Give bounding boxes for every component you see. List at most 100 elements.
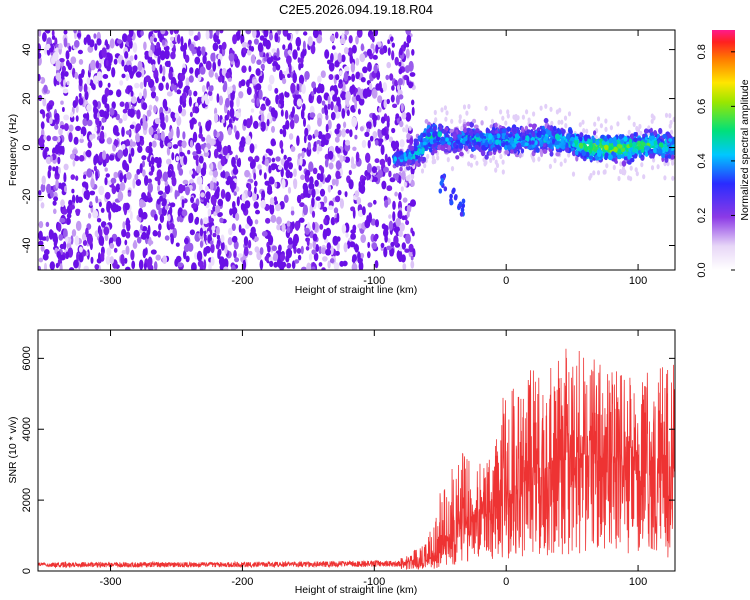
y-tick-label: -20 (21, 189, 33, 205)
noise-speckle (279, 69, 283, 81)
noise-speckle (375, 44, 379, 54)
noise-speckle (290, 111, 295, 118)
noise-speckle (229, 107, 235, 119)
colorbar-label: Normalized spectral amplitude (739, 79, 750, 220)
noise-speckle (241, 192, 246, 203)
noise-speckle (386, 120, 390, 128)
signal-cell (601, 140, 606, 146)
noise-speckle (248, 239, 252, 249)
noise-speckle (83, 83, 88, 94)
noise-speckle (254, 180, 258, 187)
noise-speckle (209, 240, 214, 246)
signal-cell (422, 132, 427, 138)
noise-speckle (212, 42, 219, 52)
noise-speckle (179, 151, 184, 157)
signal-cell (661, 147, 666, 153)
noise-speckle (169, 202, 176, 208)
noise-speckle (343, 47, 349, 54)
noise-speckle (334, 60, 340, 68)
noise-speckle (220, 189, 226, 199)
noise-speckle (87, 45, 94, 53)
noise-speckle (345, 128, 350, 134)
noise-speckle (383, 166, 389, 173)
signal-cell (584, 137, 588, 142)
noise-speckle (296, 46, 300, 51)
signal-cell (637, 140, 641, 146)
noise-speckle (142, 248, 147, 259)
noise-speckle (265, 39, 271, 50)
noise-speckle (254, 246, 260, 253)
noise-speckle (125, 266, 131, 270)
noise-speckle (314, 179, 319, 187)
signal-cell (638, 145, 644, 150)
noise-speckle (398, 61, 402, 67)
signal-cell (514, 133, 520, 140)
noise-speckle (130, 211, 133, 221)
noise-speckle (208, 171, 214, 176)
noise-speckle (411, 49, 415, 56)
noise-speckle (240, 228, 246, 236)
noise-speckle (290, 146, 296, 152)
noise-speckle (303, 117, 306, 128)
signal-cell (535, 147, 540, 152)
noise-speckle (277, 165, 283, 170)
noise-speckle (38, 94, 43, 102)
noise-speckle (76, 251, 80, 263)
noise-speckle (125, 88, 129, 94)
noise-speckle (132, 178, 136, 189)
noise-speckle (233, 250, 237, 259)
noise-speckle (44, 146, 49, 152)
noise-speckle (212, 205, 216, 212)
noise-speckle (381, 180, 387, 190)
signal-cell (429, 148, 433, 153)
noise-speckle (397, 84, 400, 91)
signal-cell (569, 140, 573, 145)
noise-speckle (49, 261, 55, 270)
band-halo-speckle (444, 116, 448, 122)
noise-speckle (211, 225, 216, 232)
noise-speckle (164, 60, 171, 67)
noise-speckle (62, 107, 65, 112)
band-halo-speckle (499, 153, 503, 160)
signal-cell (521, 141, 525, 146)
noise-speckle (75, 125, 82, 132)
noise-speckle (284, 109, 289, 120)
band-halo-speckle (550, 120, 554, 126)
noise-speckle (387, 156, 392, 167)
noise-speckle (65, 217, 71, 225)
noise-speckle (311, 183, 315, 190)
signal-cell (429, 138, 435, 145)
noise-speckle (223, 266, 229, 270)
noise-speckle (244, 169, 251, 178)
signal-cell (469, 136, 473, 142)
noise-speckle (81, 68, 85, 76)
noise-speckle (94, 43, 98, 51)
noise-speckle (205, 120, 212, 132)
noise-speckle (122, 33, 128, 43)
noise-speckle (357, 251, 361, 262)
noise-speckle (297, 254, 302, 261)
noise-speckle (75, 115, 79, 122)
noise-speckle (232, 34, 238, 45)
noise-speckle (177, 262, 184, 268)
signal-cell (422, 138, 427, 142)
tail-cell (440, 177, 445, 184)
signal-cell (455, 139, 461, 144)
noise-speckle (188, 96, 192, 107)
signal-cell (612, 140, 618, 147)
noise-speckle (337, 52, 342, 63)
noise-speckle (348, 35, 353, 44)
noise-speckle (124, 51, 129, 59)
noise-speckle (110, 237, 114, 243)
noise-speckle (324, 177, 331, 183)
signal-cell (528, 144, 532, 150)
noise-speckle (404, 65, 411, 74)
noise-speckle (333, 52, 339, 61)
noise-speckle (290, 82, 296, 94)
noise-speckle (311, 81, 316, 89)
noise-speckle (62, 88, 69, 94)
noise-speckle (199, 66, 206, 75)
noise-speckle (328, 150, 334, 160)
noise-speckle (260, 121, 266, 128)
signal-cell (505, 141, 509, 146)
